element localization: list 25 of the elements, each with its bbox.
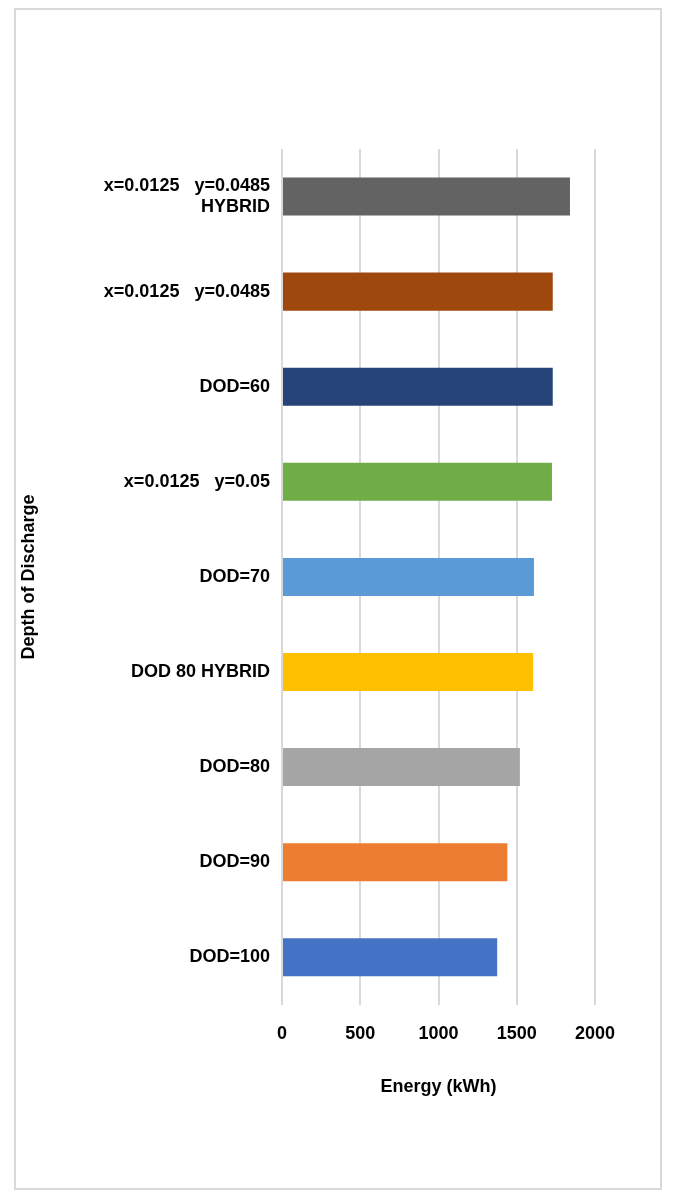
bar — [283, 652, 534, 692]
bar — [283, 557, 534, 596]
y-axis-title: Depth of Discharge — [17, 494, 38, 660]
x-tick-label: 1000 — [418, 1022, 459, 1043]
bar — [283, 748, 520, 787]
y-tick-label: DOD 80 HYBRID — [130, 660, 270, 681]
y-tick-label: DOD=60 — [199, 375, 270, 396]
x-tick-label: 500 — [345, 1022, 376, 1043]
bar — [283, 938, 498, 977]
y-tick-label: DOD=90 — [199, 851, 270, 872]
y-tick-label: x=0.0125 y=0.0485 — [103, 280, 270, 301]
bar — [283, 272, 553, 311]
x-tick-label: 2000 — [574, 1022, 616, 1043]
y-tick-label: DOD=70 — [199, 565, 270, 586]
x-tick-label: 1500 — [496, 1022, 537, 1043]
bar — [283, 462, 552, 501]
y-tick-label: DOD=80 — [199, 756, 270, 777]
y-tick-label: x=0.0125 y=0.0485 HYBRID — [103, 174, 270, 217]
bar — [283, 177, 570, 216]
bar — [283, 367, 553, 406]
y-tick-label: DOD=100 — [189, 946, 270, 967]
y-tick-label: x=0.0125 y=0.05 — [123, 470, 270, 491]
x-tick-label: 0 — [276, 1022, 288, 1043]
x-axis-title: Energy (kWh) — [380, 1076, 497, 1097]
bar — [283, 843, 508, 882]
